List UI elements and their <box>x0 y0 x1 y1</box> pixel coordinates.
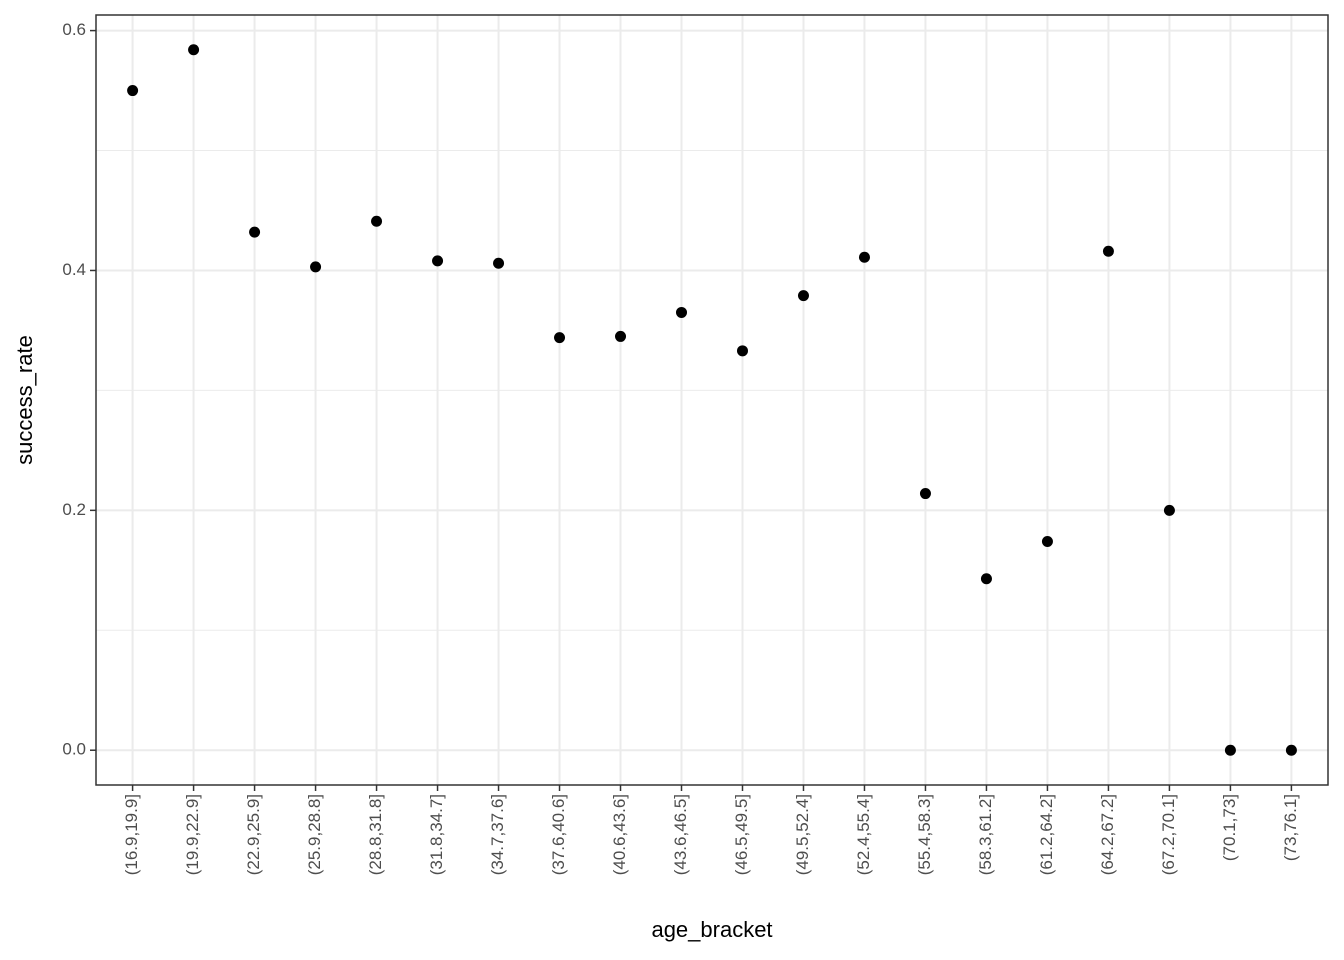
point <box>1224 744 1236 756</box>
x-tick-label: (67.2,70.1] <box>1159 794 1178 875</box>
x-tick-label: (16.9,19.9] <box>122 794 141 875</box>
point <box>980 573 992 585</box>
x-tick-label: (49.5,52.4] <box>793 794 812 875</box>
x-tick-label: (25.9,28.8] <box>305 794 324 875</box>
point <box>1041 536 1053 548</box>
x-tick-label: (61.2,64.2] <box>1037 794 1056 875</box>
point <box>432 255 444 267</box>
x-tick-label: (46.5,49.5] <box>732 794 751 875</box>
x-tick-label: (34.7,37.6] <box>488 794 507 875</box>
x-tick-label: (19.9,22.9] <box>183 794 202 875</box>
point <box>858 251 870 263</box>
x-tick-label: (52.4,55.4] <box>854 794 873 875</box>
point <box>676 306 688 318</box>
y-tick-label: 0.0 <box>62 740 86 759</box>
point <box>615 330 627 342</box>
point <box>310 261 322 273</box>
point <box>797 290 809 302</box>
x-tick-label: (22.9,25.9] <box>244 794 263 875</box>
x-tick-label: (73,76.1] <box>1281 794 1300 861</box>
x-tick-label: (55.4,58.3] <box>915 794 934 875</box>
x-axis-title: age_bracket <box>651 917 772 942</box>
y-axis-title: success_rate <box>12 335 37 465</box>
x-tick-label: (43.6,46.5] <box>671 794 690 875</box>
x-tick-label: (40.6,43.6] <box>610 794 629 875</box>
plot-border <box>95 14 1329 786</box>
point <box>188 44 200 56</box>
point <box>249 226 261 238</box>
point <box>554 332 566 344</box>
x-tick-label: (58.3,61.2] <box>976 794 995 875</box>
x-tick-label: (70.1,73] <box>1220 794 1239 861</box>
point <box>1285 744 1297 756</box>
y-tick-label: 0.2 <box>62 500 86 519</box>
y-tick-label: 0.6 <box>62 20 86 39</box>
point <box>493 257 505 269</box>
point <box>1102 245 1114 257</box>
point <box>371 215 383 227</box>
x-tick-label: (28.8,31.8] <box>366 794 385 875</box>
point <box>1163 504 1175 516</box>
x-tick-label: (31.8,34.7] <box>427 794 446 875</box>
point <box>919 488 931 500</box>
point <box>127 85 139 97</box>
point <box>736 345 748 357</box>
x-tick-label: (37.6,40.6] <box>549 794 568 875</box>
y-tick-label: 0.4 <box>62 260 86 279</box>
x-tick-label: (64.2,67.2] <box>1098 794 1117 875</box>
